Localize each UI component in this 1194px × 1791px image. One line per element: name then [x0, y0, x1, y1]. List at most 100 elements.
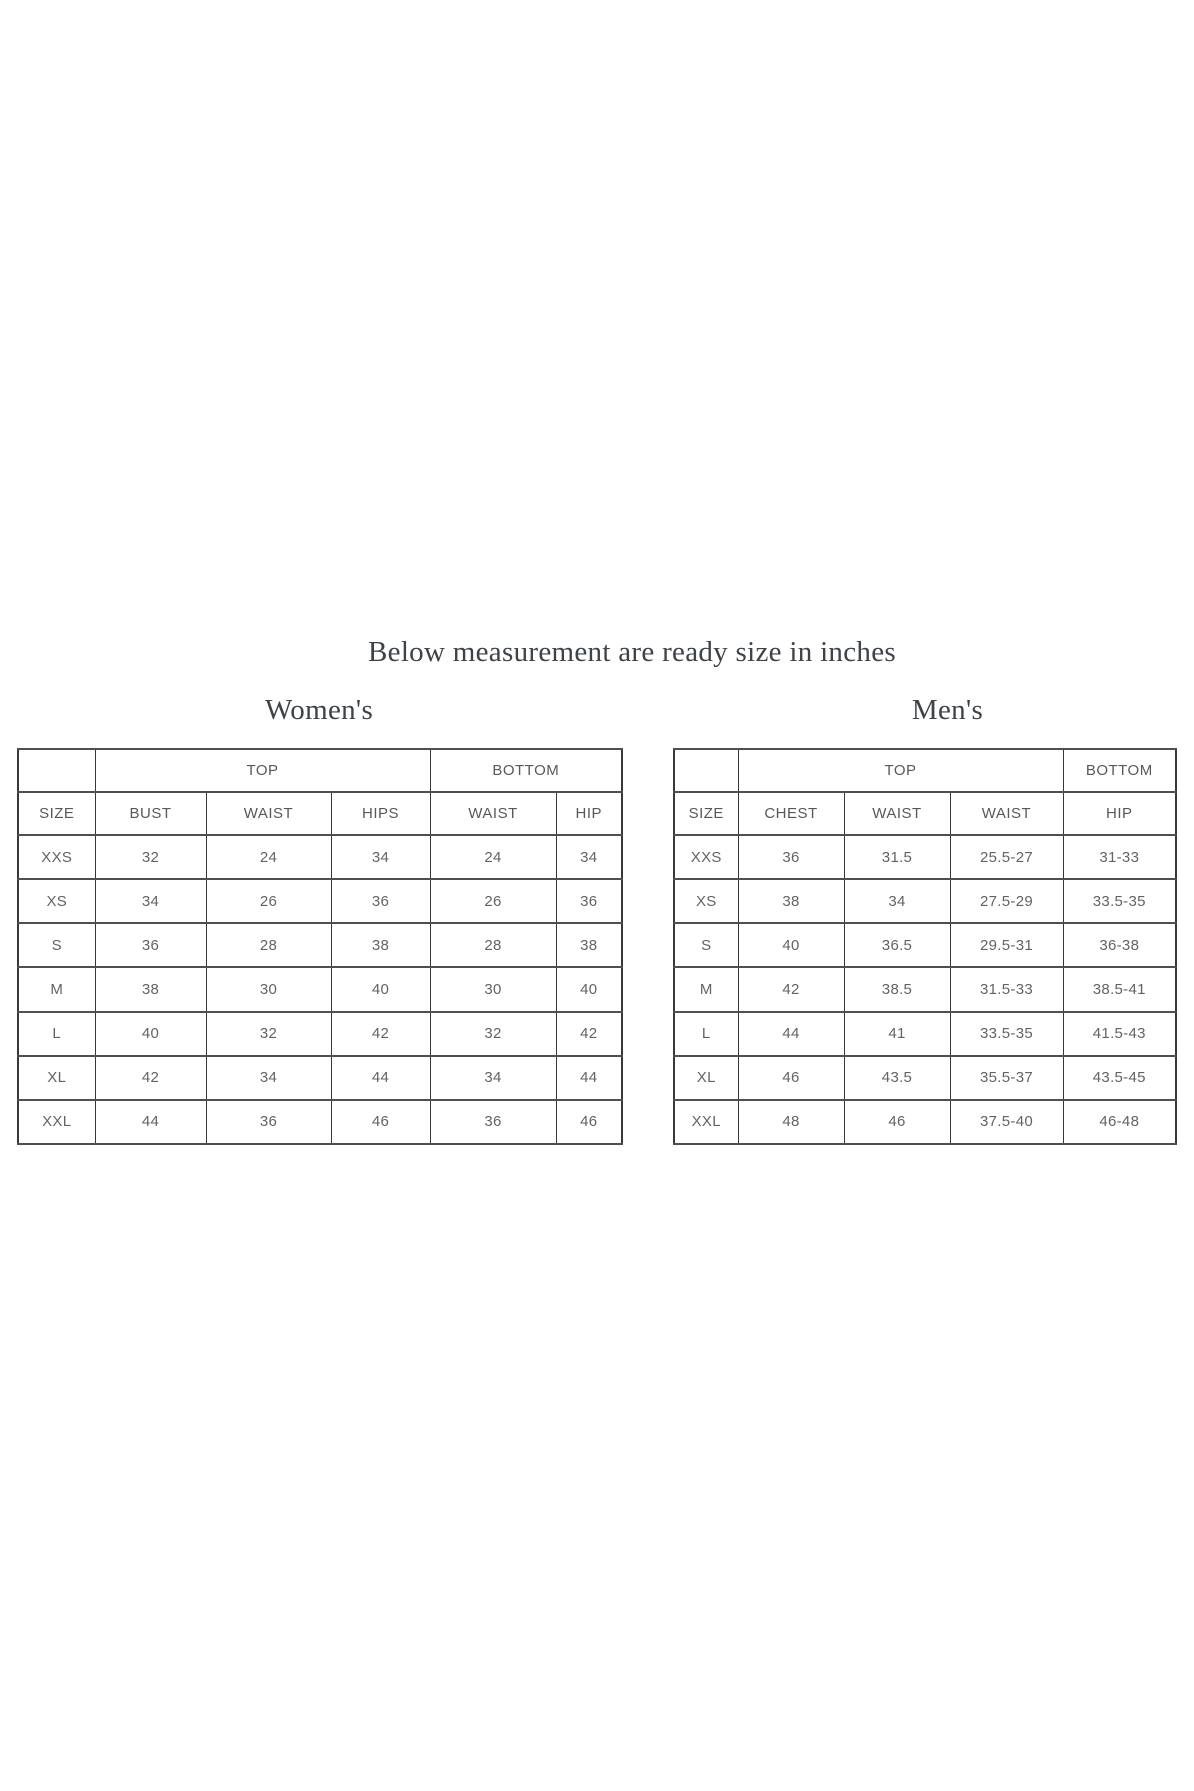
- measurement-cell: 48: [737, 1098, 845, 1146]
- measurement-cell: 38.5-41: [1062, 966, 1177, 1013]
- men-table-row: M 42 38.5 31.5-33 38.5-41: [673, 966, 1177, 1013]
- column-header-hip: HIP: [1062, 791, 1177, 836]
- women-table-row: M 38 30 40 30 40: [17, 966, 623, 1013]
- measurement-cell: 38: [555, 922, 623, 969]
- womens-bottom-group-header: BOTTOM: [429, 748, 623, 793]
- size-label-cell: L: [17, 1010, 96, 1057]
- measurement-cell: 24: [205, 833, 332, 881]
- column-header-size: SIZE: [17, 791, 96, 836]
- corner-empty-cell: [673, 748, 739, 793]
- size-label-cell: S: [17, 922, 96, 969]
- measurement-cell: 42: [330, 1010, 431, 1057]
- measurement-cell: 42: [737, 966, 845, 1013]
- womens-section-heading: Women's: [264, 694, 374, 726]
- corner-empty-cell: [17, 748, 96, 793]
- measurement-cell: 32: [205, 1010, 332, 1057]
- measurement-cell: 40: [94, 1010, 207, 1057]
- size-label-cell: M: [17, 966, 96, 1013]
- measurement-cell: 35.5-37: [949, 1054, 1064, 1101]
- measurement-cell: 34: [555, 833, 623, 881]
- mens-top-group-header: TOP: [737, 748, 1064, 793]
- size-label-cell: XXL: [17, 1098, 96, 1146]
- measurement-cell: 34: [330, 833, 431, 881]
- measurement-cell: 36: [94, 922, 207, 969]
- measurement-cell: 26: [205, 878, 332, 925]
- measurement-cell: 36-38: [1062, 922, 1177, 969]
- womens-top-group-header: TOP: [94, 748, 431, 793]
- measurement-cell: 42: [555, 1010, 623, 1057]
- column-header-waist-top: WAIST: [205, 791, 332, 836]
- men-table-row: XL 46 43.5 35.5-37 43.5-45: [673, 1054, 1177, 1101]
- measurement-cell: 25.5-27: [949, 833, 1064, 881]
- measurement-cell: 36.5: [843, 922, 951, 969]
- measurement-cell: 36: [429, 1098, 557, 1146]
- measurement-cell: 42: [94, 1054, 207, 1101]
- measurement-cell: 32: [429, 1010, 557, 1057]
- women-table-row: XL 42 34 44 34 44: [17, 1054, 623, 1101]
- measurement-cell: 36: [737, 833, 845, 881]
- measurement-cell: 46: [555, 1098, 623, 1146]
- column-header-bust: BUST: [94, 791, 207, 836]
- measurement-cell: 43.5: [843, 1054, 951, 1101]
- men-table-row: XS 38 34 27.5-29 33.5-35: [673, 878, 1177, 925]
- column-header-waist-bottom: WAIST: [429, 791, 557, 836]
- measurement-cell: 38: [94, 966, 207, 1013]
- mens-group-header-row: TOP BOTTOM: [673, 748, 1177, 793]
- size-label-cell: S: [673, 922, 739, 969]
- measurement-cell: 31-33: [1062, 833, 1177, 881]
- measurement-cell: 40: [737, 922, 845, 969]
- measurement-cell: 38: [737, 878, 845, 925]
- measurement-cell: 36: [205, 1098, 332, 1146]
- size-label-cell: XXS: [673, 833, 739, 881]
- measurement-cell: 29.5-31: [949, 922, 1064, 969]
- measurement-cell: 46-48: [1062, 1098, 1177, 1146]
- measurement-cell: 26: [429, 878, 557, 925]
- measurement-cell: 32: [94, 833, 207, 881]
- measurement-cell: 41: [843, 1010, 951, 1057]
- measurement-cell: 36: [330, 878, 431, 925]
- mens-section-heading: Men's: [911, 694, 984, 726]
- measurement-cell: 33.5-35: [949, 1010, 1064, 1057]
- measurement-cell: 37.5-40: [949, 1098, 1064, 1146]
- measurement-cell: 44: [94, 1098, 207, 1146]
- measurement-cell: 34: [429, 1054, 557, 1101]
- measurement-cell: 28: [205, 922, 332, 969]
- men-table-row: S 40 36.5 29.5-31 36-38: [673, 922, 1177, 969]
- size-label-cell: XL: [17, 1054, 96, 1101]
- size-label-cell: M: [673, 966, 739, 1013]
- men-table-row: XXL 48 46 37.5-40 46-48: [673, 1098, 1177, 1146]
- measurement-cell: 27.5-29: [949, 878, 1064, 925]
- measurement-cell: 31.5: [843, 833, 951, 881]
- measurement-cell: 38: [330, 922, 431, 969]
- measurement-cell: 40: [555, 966, 623, 1013]
- measurement-cell: 33.5-35: [1062, 878, 1177, 925]
- measurement-cell: 44: [737, 1010, 845, 1057]
- measurement-cell: 24: [429, 833, 557, 881]
- women-table-row: XS 34 26 36 26 36: [17, 878, 623, 925]
- size-label-cell: XS: [673, 878, 739, 925]
- measurement-cell: 43.5-45: [1062, 1054, 1177, 1101]
- womens-column-header-row: SIZE BUST WAIST HIPS WAIST HIP: [17, 791, 623, 836]
- column-header-hips: HIPS: [330, 791, 431, 836]
- size-label-cell: L: [673, 1010, 739, 1057]
- measurement-cell: 44: [330, 1054, 431, 1101]
- column-header-chest: CHEST: [737, 791, 845, 836]
- size-label-cell: XS: [17, 878, 96, 925]
- size-label-cell: XXS: [17, 833, 96, 881]
- measurement-cell: 46: [330, 1098, 431, 1146]
- measurement-cell: 38.5: [843, 966, 951, 1013]
- measurement-cell: 30: [205, 966, 332, 1013]
- measurement-cell: 40: [330, 966, 431, 1013]
- men-table-row: XXS 36 31.5 25.5-27 31-33: [673, 833, 1177, 881]
- size-label-cell: XXL: [673, 1098, 739, 1146]
- womens-size-table: TOP BOTTOM SIZE BUST WAIST HIPS WAIST HI…: [17, 748, 624, 1146]
- measurement-cell: 44: [555, 1054, 623, 1101]
- women-table-row: L 40 32 42 32 42: [17, 1010, 623, 1057]
- column-header-hip: HIP: [555, 791, 623, 836]
- column-header-waist-top: WAIST: [843, 791, 951, 836]
- mens-size-table: TOP BOTTOM SIZE CHEST WAIST WAIST HIP XX…: [673, 748, 1178, 1146]
- measurement-cell: 46: [737, 1054, 845, 1101]
- page-title: Below measurement are ready size in inch…: [368, 636, 896, 668]
- measurement-cell: 41.5-43: [1062, 1010, 1177, 1057]
